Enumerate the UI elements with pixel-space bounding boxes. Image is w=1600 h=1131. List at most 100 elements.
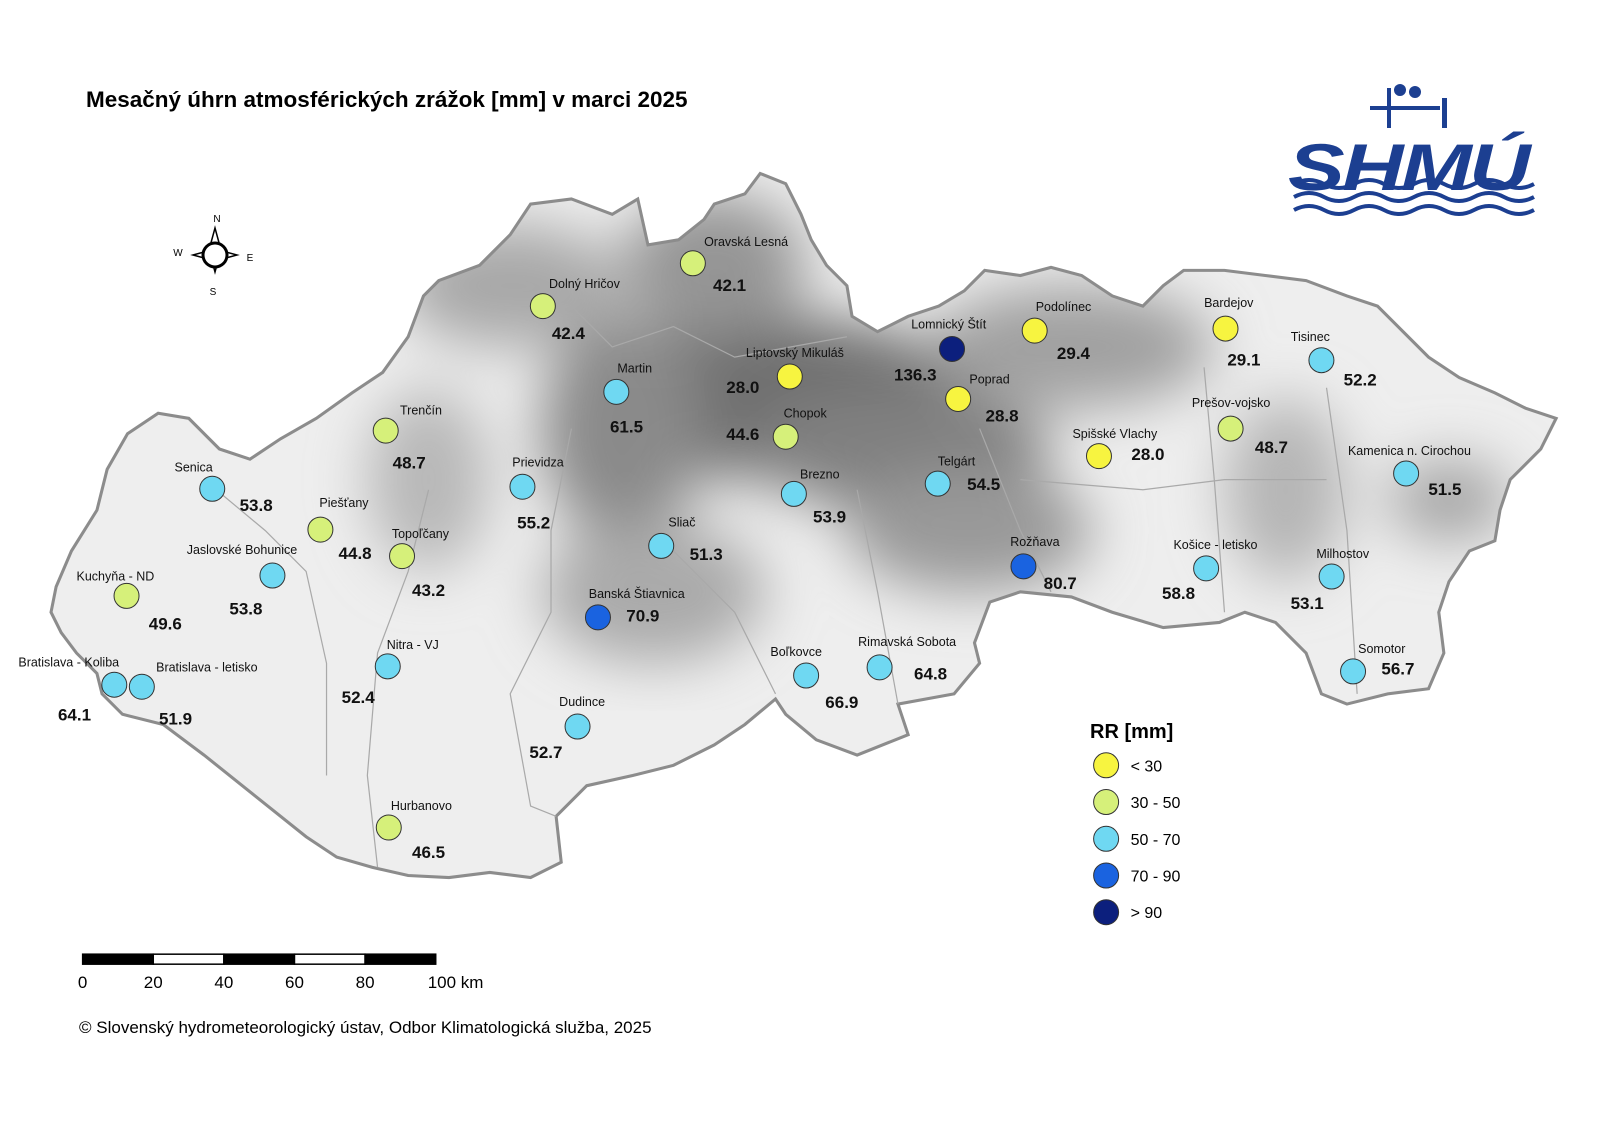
station-marker bbox=[375, 814, 402, 841]
station-marker bbox=[128, 673, 155, 700]
station-value: 66.9 bbox=[825, 693, 858, 712]
scale-segment bbox=[223, 953, 296, 965]
station-value: 56.7 bbox=[1381, 659, 1414, 678]
station-marker bbox=[374, 653, 401, 680]
station-marker bbox=[199, 475, 226, 502]
station-value: 52.7 bbox=[529, 743, 562, 762]
scale-segment bbox=[293, 953, 366, 965]
station-name: Milhostov bbox=[1316, 547, 1370, 561]
station-value: 42.1 bbox=[713, 276, 746, 295]
station-value: 28.0 bbox=[726, 378, 759, 397]
station-value: 43.2 bbox=[412, 581, 445, 600]
station-name: Martin bbox=[617, 361, 652, 375]
station-value: 80.7 bbox=[1044, 574, 1077, 593]
station-name: Banská Štiavnica bbox=[589, 586, 685, 601]
station-marker bbox=[259, 562, 286, 589]
scale-label: 80 bbox=[356, 973, 375, 992]
station-marker bbox=[1318, 563, 1345, 590]
station-name: Somotor bbox=[1358, 642, 1405, 656]
legend-swatch bbox=[1093, 752, 1120, 779]
station-name: Bratislava - Koliba bbox=[18, 655, 119, 669]
station-marker bbox=[1340, 658, 1367, 685]
station-marker bbox=[307, 516, 334, 543]
station-marker bbox=[1085, 443, 1112, 470]
station-name: Trenčín bbox=[400, 403, 442, 417]
station-marker bbox=[1212, 315, 1239, 342]
station-name: Bardejov bbox=[1204, 296, 1254, 310]
station-value: 48.7 bbox=[1255, 438, 1288, 457]
station-name: Telgárt bbox=[938, 454, 976, 468]
station-value: 53.8 bbox=[229, 599, 262, 618]
station-name: Topoľčany bbox=[392, 527, 450, 541]
station-value: 55.2 bbox=[517, 514, 550, 533]
station-marker bbox=[1193, 555, 1220, 582]
station-value: 44.6 bbox=[726, 425, 759, 444]
station-name: Chopok bbox=[784, 406, 828, 420]
station-value: 49.6 bbox=[149, 615, 182, 634]
station-marker bbox=[564, 713, 591, 740]
station-value: 42.4 bbox=[552, 324, 586, 343]
station-marker bbox=[1308, 347, 1335, 374]
station-marker bbox=[101, 671, 128, 698]
station-marker bbox=[679, 250, 706, 277]
station-value: 44.8 bbox=[339, 544, 372, 563]
station-name: Kamenica n. Cirochou bbox=[1348, 444, 1471, 458]
station-name: Sliač bbox=[668, 516, 695, 530]
scale-segment bbox=[152, 953, 225, 965]
station-marker bbox=[772, 423, 799, 450]
station-name: Poprad bbox=[969, 373, 1009, 387]
legend-title: RR [mm] bbox=[1090, 721, 1173, 743]
compass: N E S W bbox=[173, 214, 253, 298]
legend-swatch bbox=[1093, 789, 1120, 816]
station-name: Lomnický Štít bbox=[911, 317, 987, 332]
scale-segment bbox=[81, 953, 155, 965]
station-name: Liptovský Mikuláš bbox=[746, 346, 844, 360]
dynamic-layer: Oravská Lesná 42.1 Dolný Hričov 42.4 Martin 6… bbox=[18, 235, 1471, 992]
station-name: Bratislava - letisko bbox=[156, 660, 257, 674]
station-marker bbox=[1393, 460, 1420, 487]
compass-s: S bbox=[210, 287, 217, 298]
station-marker bbox=[793, 662, 820, 689]
copyright: © Slovenský hydrometeorologický ústav, O… bbox=[79, 1018, 652, 1037]
station-value: 29.4 bbox=[1057, 344, 1091, 363]
station-value: 70.9 bbox=[626, 606, 659, 625]
scale-label: 60 bbox=[285, 973, 304, 992]
station-name: Dolný Hričov bbox=[549, 277, 621, 291]
scale-segment bbox=[364, 953, 437, 965]
station-name: Boľkovce bbox=[770, 645, 822, 659]
station-value: 51.9 bbox=[159, 709, 192, 728]
legend-label: 70 - 90 bbox=[1131, 869, 1181, 886]
station-marker bbox=[372, 417, 399, 444]
station-name: Košice - letisko bbox=[1173, 538, 1257, 552]
station-marker bbox=[389, 543, 416, 570]
station-marker bbox=[529, 293, 556, 320]
station-name: Nitra - VJ bbox=[387, 638, 439, 652]
compass-n: N bbox=[213, 214, 220, 225]
station-value: 53.9 bbox=[813, 507, 846, 526]
station-name: Podolínec bbox=[1036, 300, 1092, 314]
station-name: Spišské Vlachy bbox=[1072, 427, 1158, 441]
station-value: 28.0 bbox=[1131, 445, 1164, 464]
station-value: 52.4 bbox=[342, 688, 376, 707]
station-value: 64.8 bbox=[914, 665, 947, 684]
map-title: Mesačný úhrn atmosférických zrážok [mm] … bbox=[86, 87, 688, 112]
station-value: 29.1 bbox=[1227, 350, 1260, 369]
station-marker bbox=[776, 363, 803, 390]
legend-swatch bbox=[1093, 899, 1120, 926]
station-marker bbox=[603, 378, 630, 405]
legend-swatch bbox=[1093, 825, 1120, 852]
logo: SHMÚ bbox=[1288, 84, 1536, 216]
compass-e: E bbox=[247, 253, 254, 264]
scale-label: 100 km bbox=[428, 973, 484, 992]
legend-label: < 30 bbox=[1131, 758, 1163, 775]
station-marker bbox=[780, 480, 807, 507]
station-marker bbox=[1010, 553, 1037, 580]
station-value: 48.7 bbox=[393, 453, 426, 472]
station-name: Jaslovské Bohunice bbox=[187, 543, 298, 557]
station-value: 64.1 bbox=[58, 705, 91, 724]
station-name: Hurbanovo bbox=[391, 799, 452, 813]
station-name: Senica bbox=[174, 460, 212, 474]
legend-swatch bbox=[1093, 862, 1120, 889]
station-name: Brezno bbox=[800, 468, 840, 482]
